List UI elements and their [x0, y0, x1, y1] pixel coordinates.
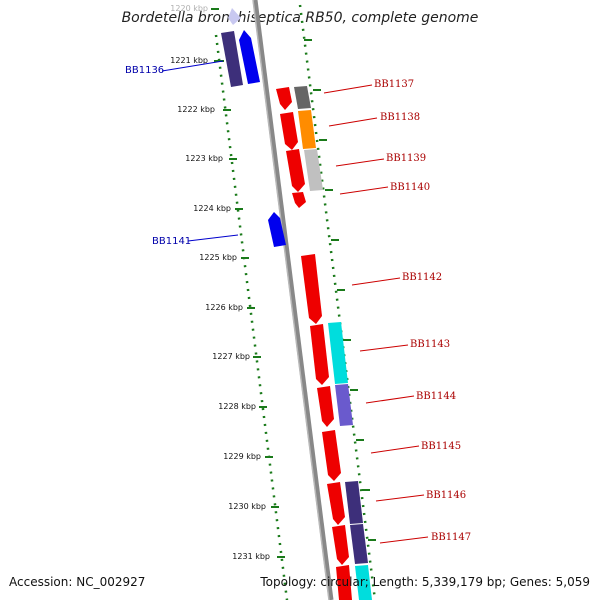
gene-bb1139-arrow[interactable]	[286, 149, 305, 192]
gene-bb1143-arrow[interactable]	[310, 324, 329, 385]
gene-bb1144-arrow[interactable]	[317, 386, 334, 427]
leader-bb1137	[323, 84, 373, 94]
kbp-label: 1223 kbp	[185, 154, 223, 163]
gene-label-bb1139[interactable]: BB1139	[386, 153, 426, 164]
kbp-label: 1221 kbp	[170, 56, 208, 65]
gene-bb1137-track[interactable]	[294, 86, 311, 109]
gene-bb1147-track[interactable]	[350, 524, 368, 564]
gene-bb1139-track[interactable]	[304, 149, 323, 191]
gene-bb1136-arrow[interactable]	[239, 30, 260, 84]
right-ring-ticks	[304, 39, 376, 541]
gene-label-bb1138[interactable]: BB1138	[380, 112, 420, 123]
kbp-label: 1224 kbp	[193, 204, 231, 213]
gene-label-bb1145[interactable]: BB1145	[421, 441, 461, 452]
leader-bb1147	[379, 536, 429, 544]
gene-bb1136-navy[interactable]	[221, 31, 243, 87]
gene-partial-track[interactable]	[355, 565, 372, 600]
reverse-strand-genes	[221, 8, 286, 247]
gene-bb1147-arrow[interactable]	[332, 525, 349, 565]
gene-bb1146-arrow[interactable]	[327, 482, 345, 525]
leader-bb1143	[359, 344, 409, 352]
gene-label-bb1136[interactable]: BB1136	[125, 65, 164, 76]
kbp-label: 1220 kbp	[170, 4, 208, 13]
gene-bb1143-track[interactable]	[328, 322, 348, 384]
gene-label-bb1146[interactable]: BB1146	[426, 490, 466, 501]
kbp-labels: 1220 kbp 1221 kbp 1222 kbp 1223 kbp 1224…	[170, 4, 270, 561]
gene-feature[interactable]	[228, 8, 241, 25]
gene-bb1138-arrow[interactable]	[280, 112, 298, 150]
kbp-label: 1226 kbp	[205, 303, 243, 312]
leader-bb1145	[370, 445, 420, 454]
gene-bb1141-arrow[interactable]	[268, 212, 286, 247]
gene-label-bb1141[interactable]: BB1141	[152, 236, 191, 247]
accession-label: Accession: NC_002927	[9, 575, 146, 589]
gene-bb1145-arrow[interactable]	[322, 430, 341, 481]
kbp-label: 1222 kbp	[177, 105, 215, 114]
kbp-label: 1227 kbp	[212, 352, 250, 361]
gene-label-bb1144[interactable]: BB1144	[416, 391, 456, 402]
leader-bb1144	[365, 395, 415, 404]
genome-backbone	[252, 0, 334, 600]
page-title: Bordetella bronchiseptica RB50, complete…	[121, 10, 479, 26]
kbp-label: 1228 kbp	[218, 402, 256, 411]
gene-bb1146-track[interactable]	[345, 481, 363, 524]
gene-label-bb1140[interactable]: BB1140	[390, 182, 430, 193]
leader-bb1141	[187, 234, 239, 242]
gene-labels: BB1136 BB1141 BB1137 BB1138 BB1139 BB114…	[125, 65, 471, 543]
gene-label-bb1137[interactable]: BB1137	[374, 79, 414, 90]
leader-bb1142	[351, 277, 401, 286]
label-leader-lines	[161, 60, 429, 544]
leader-bb1139	[335, 158, 385, 167]
forward-strand-genes	[276, 86, 372, 600]
gene-label-bb1143[interactable]: BB1143	[410, 339, 450, 350]
gene-bb1138-track[interactable]	[298, 110, 316, 149]
gene-partial[interactable]	[336, 565, 352, 600]
leader-bb1136	[161, 60, 224, 72]
genome-summary: Topology: circular; Length: 5,339,179 bp…	[260, 575, 590, 589]
leader-bb1138	[328, 117, 378, 127]
kbp-label: 1225 kbp	[199, 253, 237, 262]
genome-backbone-highlight	[252, 0, 330, 600]
gene-label-bb1142[interactable]: BB1142	[402, 272, 442, 283]
gene-bb1142-arrow[interactable]	[301, 254, 322, 324]
leader-bb1140	[339, 186, 389, 195]
leader-bb1146	[375, 494, 425, 502]
gene-label-bb1147[interactable]: BB1147	[431, 532, 471, 543]
gene-bb1144-track[interactable]	[335, 384, 353, 426]
kbp-label: 1231 kbp	[232, 552, 270, 561]
kbp-label: 1230 kbp	[228, 502, 266, 511]
gene-bb1137-arrow[interactable]	[276, 87, 292, 110]
kbp-label: 1229 kbp	[223, 452, 261, 461]
left-dotted-ring	[214, 34, 289, 600]
gene-bb1140-arrow[interactable]	[292, 192, 306, 208]
